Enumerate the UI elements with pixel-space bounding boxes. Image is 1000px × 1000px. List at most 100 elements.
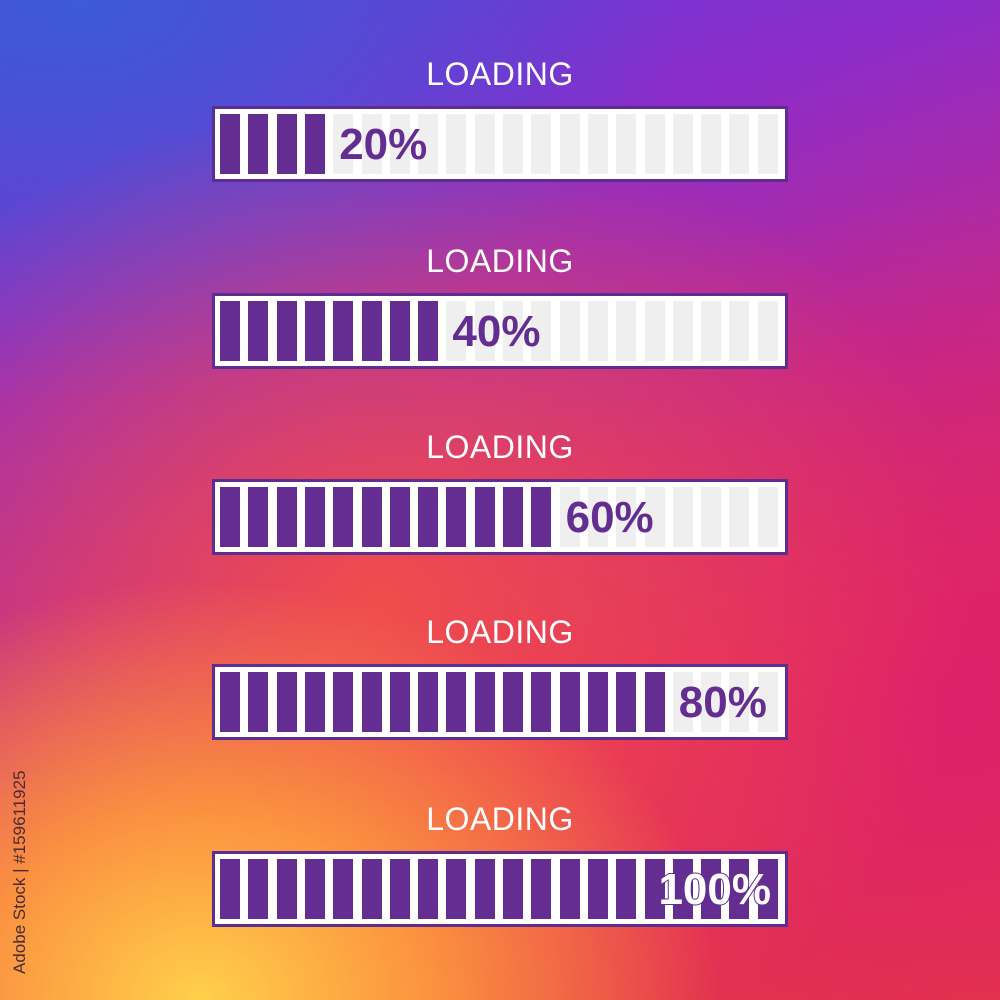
segment-filled	[304, 301, 325, 361]
progress-percent: 80%	[678, 678, 767, 727]
segment-empty	[389, 114, 410, 174]
segment-filled	[220, 672, 240, 732]
segment-empty	[587, 487, 608, 547]
loading-label: LOADING	[426, 429, 574, 465]
segment-filled	[672, 859, 693, 919]
segment-filled	[474, 672, 495, 732]
segment-filled	[248, 487, 269, 547]
segment-empty	[729, 301, 750, 361]
segment-empty	[701, 301, 722, 361]
segment-filled	[531, 859, 552, 919]
segment-empty	[701, 487, 722, 547]
segment-filled	[616, 672, 637, 732]
segment-filled	[474, 487, 495, 547]
segment-filled	[276, 301, 297, 361]
segment-empty	[446, 114, 467, 174]
progress-percent: 40%	[452, 307, 541, 356]
segment-empty	[672, 487, 693, 547]
segment-empty	[672, 672, 693, 732]
segment-filled	[757, 859, 778, 919]
segment-filled	[587, 672, 608, 732]
segment-filled	[276, 672, 297, 732]
segment-empty	[616, 301, 637, 361]
segment-empty	[729, 487, 750, 547]
segment-filled	[276, 114, 297, 174]
segment-empty	[418, 114, 439, 174]
loading-label: LOADING	[426, 801, 574, 837]
segment-filled	[361, 859, 382, 919]
segment-empty	[531, 301, 552, 361]
segment-filled	[361, 301, 382, 361]
segment-filled	[304, 487, 325, 547]
segment-filled	[389, 672, 410, 732]
segment-filled	[701, 859, 722, 919]
segment-empty	[587, 114, 608, 174]
segment-filled	[248, 114, 269, 174]
segment-empty	[474, 301, 495, 361]
segment-filled	[389, 301, 410, 361]
segment-empty	[361, 114, 382, 174]
segment-filled	[248, 672, 269, 732]
segment-empty	[644, 114, 665, 174]
segment-filled	[418, 487, 439, 547]
segment-filled	[220, 487, 240, 547]
progress-bar: 100%	[212, 851, 788, 927]
segment-empty	[757, 301, 778, 361]
segment-empty	[446, 301, 467, 361]
segment-filled	[503, 487, 523, 547]
segment-filled	[729, 859, 750, 919]
segment-empty	[531, 114, 552, 174]
segment-filled	[333, 672, 354, 732]
segment-filled	[503, 859, 523, 919]
segment-filled	[446, 859, 467, 919]
progress-bar: 80%	[212, 664, 788, 740]
segment-filled	[389, 487, 410, 547]
segment-filled	[276, 487, 297, 547]
segment-filled	[304, 672, 325, 732]
segment-empty	[644, 301, 665, 361]
segment-empty	[757, 487, 778, 547]
segment-filled	[531, 487, 552, 547]
loading-label: LOADING	[426, 243, 574, 279]
progress-percent: 20%	[339, 120, 428, 169]
segment-empty	[672, 301, 693, 361]
segment-filled	[418, 672, 439, 732]
segment-filled	[446, 672, 467, 732]
segment-empty	[729, 114, 750, 174]
segment-filled	[333, 301, 354, 361]
segment-filled	[333, 859, 354, 919]
segment-empty	[587, 301, 608, 361]
segment-empty	[559, 487, 580, 547]
segment-empty	[503, 114, 523, 174]
segment-filled	[446, 487, 467, 547]
segment-filled	[644, 859, 665, 919]
segment-empty	[701, 672, 722, 732]
progress-bar: 40%	[212, 293, 788, 369]
segment-filled	[389, 859, 410, 919]
loading-label: LOADING	[426, 56, 574, 92]
segment-empty	[333, 114, 354, 174]
segment-filled	[587, 859, 608, 919]
segment-filled	[559, 859, 580, 919]
segment-filled	[304, 859, 325, 919]
segment-filled	[559, 672, 580, 732]
segment-filled	[361, 672, 382, 732]
segment-filled	[418, 859, 439, 919]
segment-filled	[644, 672, 665, 732]
segment-filled	[361, 487, 382, 547]
segment-empty	[559, 114, 580, 174]
segment-filled	[304, 114, 325, 174]
segment-filled	[531, 672, 552, 732]
segment-filled	[616, 859, 637, 919]
loading-label: LOADING	[426, 614, 574, 650]
segment-empty	[701, 114, 722, 174]
segment-filled	[220, 301, 240, 361]
segment-empty	[672, 114, 693, 174]
segment-filled	[418, 301, 439, 361]
segment-filled	[220, 114, 240, 174]
segment-empty	[616, 114, 637, 174]
segment-empty	[559, 301, 580, 361]
segment-empty	[616, 487, 637, 547]
progress-bar: 20%	[212, 106, 788, 182]
segment-empty	[644, 487, 665, 547]
